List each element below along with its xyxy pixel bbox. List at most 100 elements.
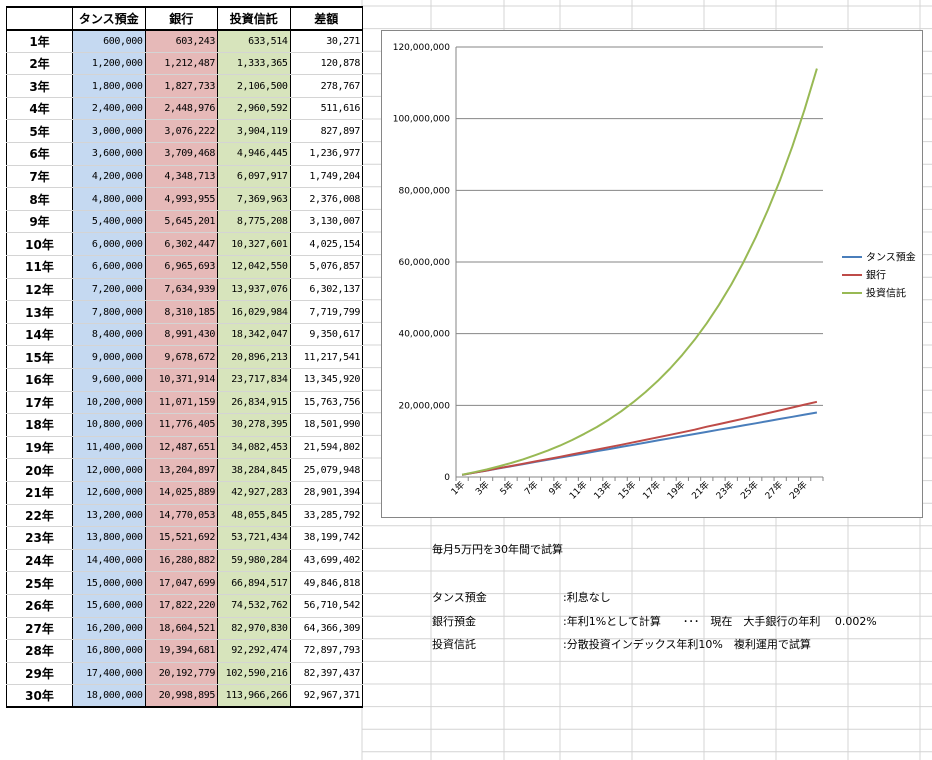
- invest-cell[interactable]: 8,775,208: [217, 210, 291, 234]
- diff-cell[interactable]: 278,767: [289, 74, 363, 98]
- diff-cell[interactable]: 1,749,204: [289, 165, 363, 189]
- tansu-cell[interactable]: 8,400,000: [72, 323, 146, 347]
- series-line-2[interactable]: [461, 68, 818, 476]
- diff-cell[interactable]: 38,199,742: [289, 526, 363, 550]
- tansu-cell[interactable]: 2,400,000: [72, 97, 146, 121]
- invest-cell[interactable]: 633,514: [217, 29, 291, 53]
- tansu-cell[interactable]: 1,200,000: [72, 52, 146, 76]
- invest-cell[interactable]: 7,369,963: [217, 187, 291, 211]
- tansu-cell[interactable]: 3,600,000: [72, 142, 146, 166]
- tansu-cell[interactable]: 7,800,000: [72, 300, 146, 324]
- tansu-cell[interactable]: 13,200,000: [72, 504, 146, 528]
- diff-cell[interactable]: 3,130,007: [289, 210, 363, 234]
- tansu-cell[interactable]: 600,000: [72, 29, 146, 53]
- diff-cell[interactable]: 827,897: [289, 119, 363, 144]
- diff-cell[interactable]: 15,763,756: [289, 391, 363, 415]
- invest-cell[interactable]: 13,937,076: [217, 278, 291, 302]
- diff-cell[interactable]: 9,350,617: [289, 323, 363, 347]
- tansu-cell[interactable]: 17,400,000: [72, 662, 146, 686]
- year-cell[interactable]: 7年: [6, 165, 73, 189]
- diff-cell[interactable]: 56,710,542: [289, 594, 363, 618]
- diff-cell[interactable]: 511,616: [289, 97, 363, 121]
- tansu-cell[interactable]: 4,200,000: [72, 165, 146, 189]
- tansu-cell[interactable]: 15,600,000: [72, 594, 146, 618]
- diff-cell[interactable]: 4,025,154: [289, 232, 363, 257]
- diff-cell[interactable]: 7,719,799: [289, 300, 363, 324]
- tansu-description[interactable]: :利息なし: [563, 591, 611, 604]
- invest-cell[interactable]: 82,970,830: [217, 617, 291, 641]
- bank-cell[interactable]: 4,993,955: [144, 187, 218, 211]
- tansu-cell[interactable]: 12,000,000: [72, 458, 146, 482]
- invest-cell[interactable]: 12,042,550: [217, 255, 291, 279]
- year-cell[interactable]: 2年: [6, 52, 73, 76]
- bank-cell[interactable]: 4,348,713: [144, 165, 218, 189]
- bank-description[interactable]: :年利1%として計算 ･･･ 現在 大手銀行の年利 0.002%: [563, 615, 877, 628]
- bank-cell[interactable]: 3,709,468: [144, 142, 218, 166]
- year-cell[interactable]: 27年: [6, 617, 73, 641]
- diff-cell[interactable]: 25,079,948: [289, 458, 363, 482]
- year-cell[interactable]: 17年: [6, 391, 73, 415]
- diff-cell[interactable]: 21,594,802: [289, 436, 363, 460]
- year-cell[interactable]: 22年: [6, 504, 73, 528]
- invest-description[interactable]: :分散投資インデックス年利10% 複利運用で試算: [563, 638, 811, 651]
- diff-cell[interactable]: 5,076,857: [289, 255, 363, 279]
- year-cell[interactable]: 26年: [6, 594, 73, 618]
- year-cell[interactable]: 3年: [6, 74, 73, 98]
- tansu-cell[interactable]: 7,200,000: [72, 278, 146, 302]
- year-cell[interactable]: 25年: [6, 571, 73, 595]
- year-cell[interactable]: 1年: [6, 29, 73, 53]
- tansu-cell[interactable]: 12,600,000: [72, 481, 146, 505]
- diff-cell[interactable]: 64,366,309: [289, 617, 363, 641]
- bank-cell[interactable]: 20,998,895: [144, 684, 218, 709]
- diff-cell[interactable]: 11,217,541: [289, 345, 363, 369]
- invest-cell[interactable]: 10,327,601: [217, 232, 291, 257]
- tansu-cell[interactable]: 4,800,000: [72, 187, 146, 211]
- bank-cell[interactable]: 2,448,976: [144, 97, 218, 121]
- year-cell[interactable]: 9年: [6, 210, 73, 234]
- invest-cell[interactable]: 102,590,216: [217, 662, 291, 686]
- tansu-cell[interactable]: 9,000,000: [72, 345, 146, 369]
- year-cell[interactable]: 11年: [6, 255, 73, 279]
- diff-cell[interactable]: 72,897,793: [289, 639, 363, 663]
- diff-cell[interactable]: 49,846,818: [289, 571, 363, 595]
- diff-cell[interactable]: 18,501,990: [289, 413, 363, 437]
- year-cell[interactable]: 15年: [6, 345, 73, 369]
- bank-cell[interactable]: 1,212,487: [144, 52, 218, 76]
- diff-cell[interactable]: 30,271: [289, 29, 363, 53]
- year-cell[interactable]: 5年: [6, 119, 73, 144]
- bank-cell[interactable]: 8,991,430: [144, 323, 218, 347]
- diff-cell[interactable]: 92,967,371: [289, 684, 363, 709]
- bank-cell[interactable]: 17,047,699: [144, 571, 218, 595]
- year-cell[interactable]: 10年: [6, 232, 73, 257]
- year-cell[interactable]: 23年: [6, 526, 73, 550]
- bank-cell[interactable]: 11,071,159: [144, 391, 218, 415]
- tansu-cell[interactable]: 5,400,000: [72, 210, 146, 234]
- diff-cell[interactable]: 2,376,008: [289, 187, 363, 211]
- diff-cell[interactable]: 28,901,394: [289, 481, 363, 505]
- bank-cell[interactable]: 17,822,220: [144, 594, 218, 618]
- year-cell[interactable]: 28年: [6, 639, 73, 663]
- tansu-cell[interactable]: 10,200,000: [72, 391, 146, 415]
- bank-cell[interactable]: 14,025,889: [144, 481, 218, 505]
- invest-cell[interactable]: 23,717,834: [217, 368, 291, 392]
- tansu-cell[interactable]: 10,800,000: [72, 413, 146, 437]
- invest-cell[interactable]: 4,946,445: [217, 142, 291, 166]
- tansu-cell[interactable]: 11,400,000: [72, 436, 146, 460]
- bank-cell[interactable]: 6,302,447: [144, 232, 218, 257]
- tansu-cell[interactable]: 3,000,000: [72, 119, 146, 144]
- invest-cell[interactable]: 113,966,266: [217, 684, 291, 709]
- diff-cell[interactable]: 120,878: [289, 52, 363, 76]
- invest-cell[interactable]: 16,029,984: [217, 300, 291, 324]
- bank-cell[interactable]: 15,521,692: [144, 526, 218, 550]
- invest-cell[interactable]: 38,284,845: [217, 458, 291, 482]
- bank-cell[interactable]: 1,827,733: [144, 74, 218, 98]
- diff-cell[interactable]: 82,397,437: [289, 662, 363, 686]
- tansu-cell[interactable]: 9,600,000: [72, 368, 146, 392]
- invest-cell[interactable]: 92,292,474: [217, 639, 291, 663]
- bank-cell[interactable]: 16,280,882: [144, 549, 218, 573]
- tansu-cell[interactable]: 1,800,000: [72, 74, 146, 98]
- diff-cell[interactable]: 13,345,920: [289, 368, 363, 392]
- line-chart[interactable]: 0 20,000,000 40,000,000 60,000,000 80,000,00…: [381, 30, 923, 518]
- year-cell[interactable]: 30年: [6, 684, 73, 709]
- tansu-cell[interactable]: 6,600,000: [72, 255, 146, 279]
